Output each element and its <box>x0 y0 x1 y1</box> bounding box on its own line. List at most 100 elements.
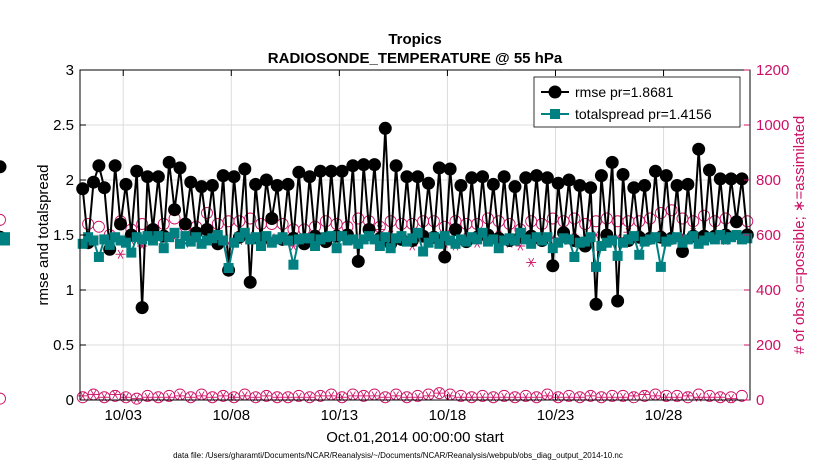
y2-tick-label: 0 <box>756 392 764 409</box>
rmse-point <box>357 158 371 172</box>
spread-point <box>277 232 288 243</box>
rmse-point <box>173 161 187 175</box>
legend-rmse-label: rmse pr=1.8681 <box>575 84 674 100</box>
rmse-point <box>530 169 544 183</box>
possible-obs-point <box>546 212 559 225</box>
spread-point <box>99 234 110 245</box>
spread-point <box>563 234 574 245</box>
spread-point <box>120 237 131 248</box>
rmse-point <box>184 175 198 189</box>
rmse-point <box>76 182 90 196</box>
spread-point <box>104 239 115 250</box>
spread-point <box>358 234 369 245</box>
spread-point <box>688 231 699 242</box>
spread-point <box>196 238 207 249</box>
rmse-point <box>411 170 425 184</box>
x-tick-label: 10/23 <box>537 407 575 424</box>
possible-obs-point <box>92 220 105 233</box>
rmse-point <box>346 159 360 173</box>
possible-obs-point <box>654 207 667 219</box>
spread-point <box>504 233 515 244</box>
spread-point <box>488 234 499 245</box>
spread-point <box>736 234 747 245</box>
possible-obs-point <box>244 212 257 225</box>
legend-rmse-marker <box>548 85 562 99</box>
assimilated-obs-point <box>445 391 456 401</box>
rmse-point <box>670 179 684 192</box>
spread-point <box>272 234 283 245</box>
rmse-point <box>108 159 122 173</box>
spread-point <box>288 259 299 270</box>
spread-point <box>396 231 407 242</box>
rmse-point <box>675 245 689 258</box>
possible-obs-point <box>536 218 548 230</box>
rmse-point <box>205 179 219 192</box>
spread-point <box>482 236 493 247</box>
spread-point <box>77 238 88 249</box>
x-tick-label: 10/18 <box>429 407 467 424</box>
spread-point <box>423 237 434 248</box>
rmse-point <box>130 164 144 178</box>
spread-point <box>612 250 623 261</box>
rmse-point <box>648 164 662 178</box>
spread-point <box>677 237 688 248</box>
spread-point <box>607 235 618 246</box>
assimilated-obs-point <box>434 388 445 398</box>
assimilated-obs-point <box>542 391 553 401</box>
spread-point <box>147 235 158 246</box>
rmse-point <box>422 176 436 190</box>
spread-point <box>531 232 542 243</box>
spread-point <box>83 232 94 243</box>
assimilated-obs-point <box>726 394 737 404</box>
rmse-point <box>303 170 317 184</box>
spread-point <box>645 234 656 245</box>
possible-obs-point <box>76 391 89 404</box>
spread-point <box>245 234 256 245</box>
possible-obs-point <box>644 212 656 225</box>
possible-obs-point <box>238 388 251 401</box>
rmse-series-line <box>81 128 749 308</box>
assimilated-obs-point <box>391 391 402 401</box>
spread-point <box>201 235 212 246</box>
possible-obs-point <box>530 391 543 404</box>
y-tick-label: 1.5 <box>53 227 74 244</box>
rmse-point <box>594 169 608 183</box>
possible-obs-point <box>352 212 365 225</box>
spread-point <box>174 238 185 249</box>
rmse-point <box>638 179 652 192</box>
rmse-point <box>497 170 511 184</box>
rmse-point <box>97 181 111 195</box>
legend-box <box>533 76 741 128</box>
rmse-point <box>573 179 587 192</box>
spread-point <box>655 261 666 272</box>
spread-point <box>639 236 650 247</box>
rmse-point <box>551 176 565 190</box>
spread-point <box>234 232 245 243</box>
possible-obs-point <box>622 215 635 228</box>
spread-point <box>601 237 612 248</box>
legend-spread-label: totalspread pr=1.4156 <box>575 106 712 122</box>
assimilated-obs-point <box>131 394 142 404</box>
rmse-point <box>692 142 706 156</box>
x-axis-label: Oct.01,2014 00:00:00 start <box>326 429 504 446</box>
spread-point <box>520 234 531 245</box>
assimilated-obs-point <box>585 391 596 401</box>
y2-tick-label: 800 <box>756 172 781 189</box>
spread-point <box>731 230 742 240</box>
spread-point <box>580 236 591 247</box>
assimilated-obs-point <box>526 257 537 268</box>
spread-point <box>115 235 126 246</box>
spread-point <box>310 241 321 251</box>
possible-obs-point <box>568 212 581 225</box>
assimilated-obs-point <box>115 249 126 259</box>
possible-obs-point <box>82 218 95 230</box>
plot-area <box>0 121 754 405</box>
spread-point <box>428 232 439 243</box>
rmse-point <box>200 223 214 236</box>
spread-point <box>153 231 164 242</box>
spread-point <box>547 243 558 254</box>
rmse-point <box>713 172 727 186</box>
y-tick-label: 2.5 <box>53 117 74 134</box>
spread-point <box>391 233 402 244</box>
possible-obs-point <box>255 218 267 230</box>
